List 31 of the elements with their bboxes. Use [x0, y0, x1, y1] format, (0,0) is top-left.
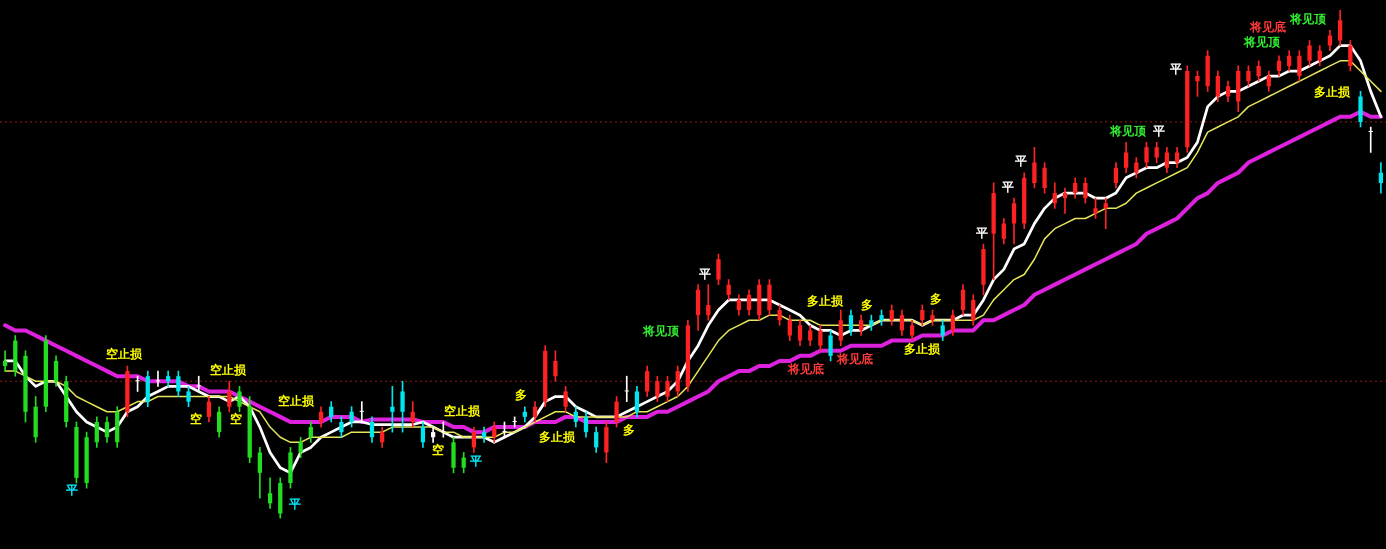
annotation: 空止损: [106, 347, 143, 362]
annotation: 多: [861, 298, 873, 313]
annotation: 空: [190, 412, 202, 427]
annotation: 空止损: [210, 363, 247, 378]
annotation: 多: [930, 292, 942, 307]
annotation: 空止损: [444, 404, 481, 419]
annotation: 平: [65, 483, 78, 498]
annotation: 多止损: [807, 294, 844, 309]
annotation: 平: [698, 267, 711, 282]
annotation: 多止损: [904, 342, 941, 357]
annotation: 将见底: [1249, 20, 1286, 35]
annotation: 平: [1169, 62, 1182, 77]
annotation: 多: [623, 423, 635, 438]
annotation: 平: [1152, 124, 1165, 139]
annotation: 平: [288, 497, 301, 512]
annotation: 将见顶: [1243, 35, 1281, 50]
annotation: 平: [1014, 154, 1027, 169]
annotation: 多止损: [539, 430, 576, 445]
annotation: 将见顶: [642, 324, 680, 339]
annotation: 多止损: [1314, 85, 1351, 100]
annotation: 将见顶: [1109, 124, 1147, 139]
annotation: 将见底: [836, 352, 873, 367]
annotation: 平: [469, 454, 482, 469]
annotation: 平: [1001, 180, 1014, 195]
annotation: 多: [515, 388, 527, 403]
annotation: 空止损: [278, 394, 315, 409]
annotation: 将见顶: [1289, 12, 1327, 27]
annotation: 将见底: [787, 362, 824, 377]
annotation: 平: [975, 226, 988, 241]
annotation: 空: [432, 443, 444, 458]
annotation: 空: [230, 412, 242, 427]
